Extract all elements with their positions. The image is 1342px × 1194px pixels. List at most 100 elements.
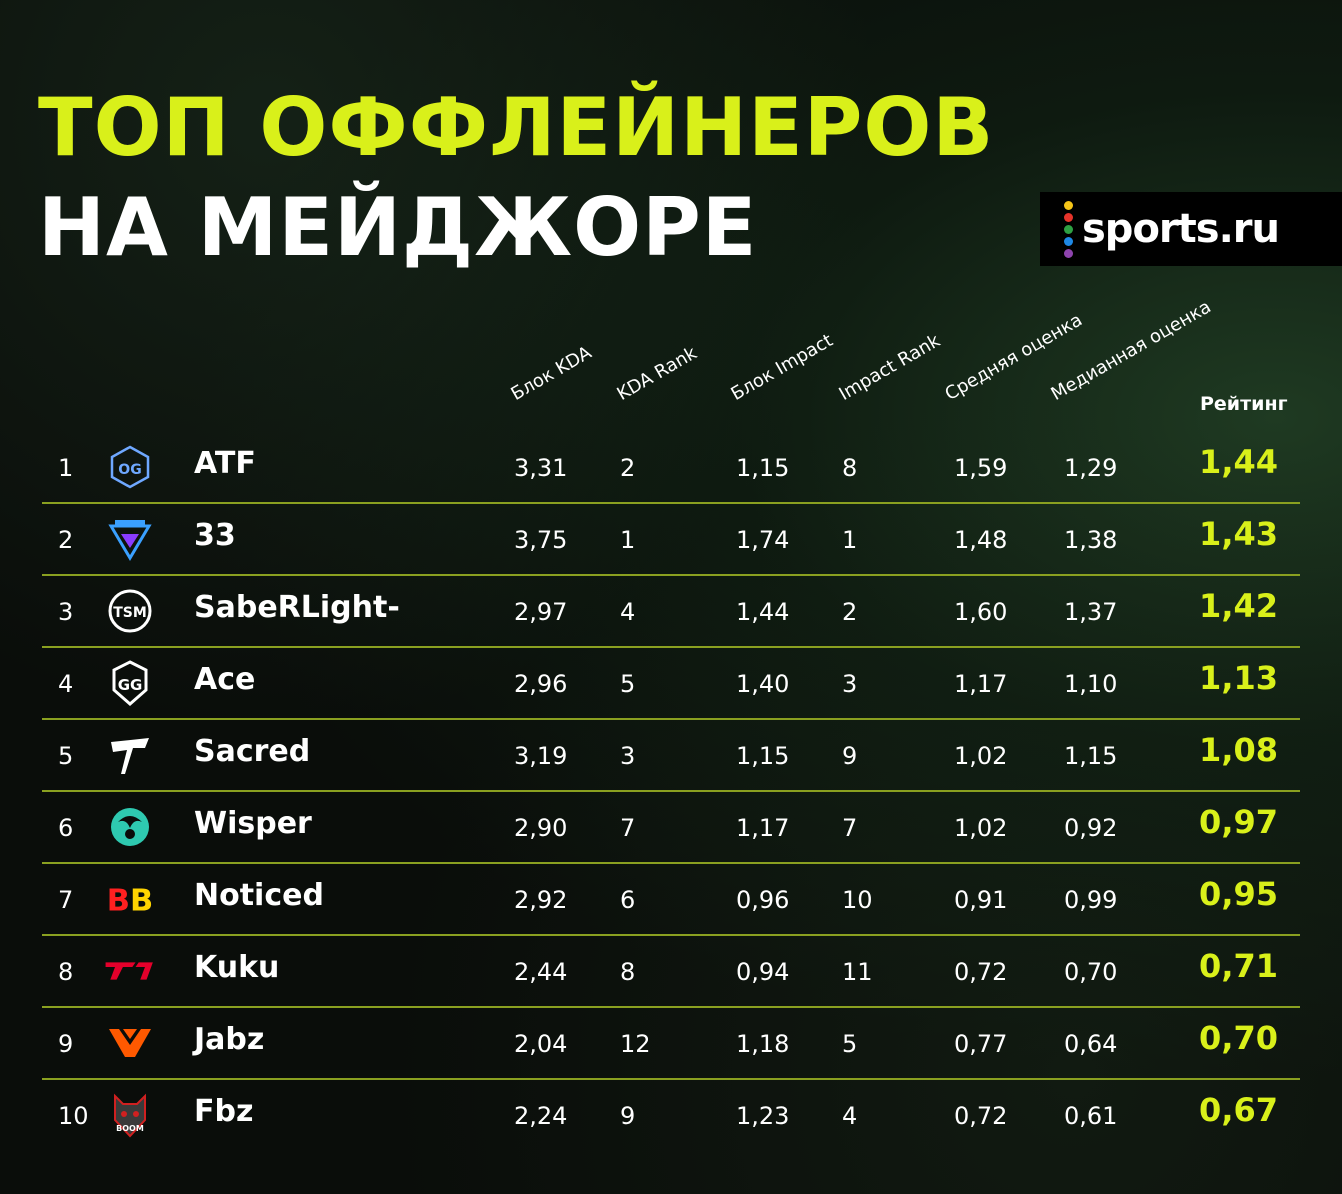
impact-block-value: 1,74 — [736, 526, 790, 554]
impact-rank-value: 7 — [842, 814, 858, 842]
table-row: 7 BB Noticed 2,92 6 0,96 10 0,91 0,99 0,… — [42, 864, 1300, 936]
player-name: Jabz — [194, 1022, 265, 1057]
player-name: Fbz — [194, 1094, 254, 1129]
player-name: 33 — [194, 518, 236, 553]
rating-value: 1,08 — [1199, 731, 1278, 769]
impact-rank-value: 8 — [842, 454, 858, 482]
rank-number: 9 — [58, 1030, 74, 1058]
kda-rank-value: 8 — [620, 958, 636, 986]
impact-block-value: 1,40 — [736, 670, 790, 698]
rank-number: 8 — [58, 958, 74, 986]
kda-block-value: 2,44 — [514, 958, 568, 986]
fnatic-logo-icon — [104, 1020, 156, 1066]
kda-rank-value: 2 — [620, 454, 636, 482]
median-score-value: 1,10 — [1064, 670, 1118, 698]
brand-dot — [1064, 212, 1073, 222]
table-row: 6 Wisper 2,90 7 1,17 7 1,02 0,92 0,97 — [42, 792, 1300, 864]
kda-block-value: 2,97 — [514, 598, 568, 626]
t1-logo-icon — [104, 948, 156, 994]
impact-block-value: 1,44 — [736, 598, 790, 626]
row-divider — [42, 862, 1300, 864]
betboom-logo-icon: BB — [104, 876, 156, 922]
median-score-value: 1,38 — [1064, 526, 1118, 554]
row-divider — [42, 1078, 1300, 1080]
title-line-1: ТОП ОФФЛЕЙНЕРОВ — [38, 81, 995, 174]
beastcoast-logo-icon — [104, 804, 156, 850]
kda-rank-value: 9 — [620, 1102, 636, 1130]
svg-text:OG: OG — [118, 462, 141, 478]
impact-block-value: 0,96 — [736, 886, 790, 914]
kda-block-value: 2,24 — [514, 1102, 568, 1130]
brand-dots-icon — [1064, 200, 1073, 258]
brand-name: sports.ru — [1082, 206, 1280, 252]
impact-rank-value: 2 — [842, 598, 858, 626]
impact-rank-value: 9 — [842, 742, 858, 770]
impact-block-value: 0,94 — [736, 958, 790, 986]
median-score-value: 0,61 — [1064, 1102, 1118, 1130]
average-score-value: 1,02 — [954, 742, 1008, 770]
rank-number: 4 — [58, 670, 74, 698]
impact-block-value: 1,15 — [736, 454, 790, 482]
impact-block-value: 1,23 — [736, 1102, 790, 1130]
median-score-value: 0,70 — [1064, 958, 1118, 986]
brand-dot — [1064, 200, 1073, 210]
column-header-impact-block: Блок Impact — [727, 329, 837, 405]
brand-dot — [1064, 224, 1073, 234]
median-score-value: 0,92 — [1064, 814, 1118, 842]
tsm-logo-icon: TSM — [104, 588, 156, 634]
kda-block-value: 3,31 — [514, 454, 568, 482]
column-header-kda-rank: KDA Rank — [613, 342, 701, 405]
row-divider — [42, 790, 1300, 792]
kda-rank-value: 4 — [620, 598, 636, 626]
row-divider — [42, 718, 1300, 720]
rating-value: 1,13 — [1199, 659, 1278, 697]
rating-value: 0,67 — [1199, 1091, 1278, 1129]
average-score-value: 1,02 — [954, 814, 1008, 842]
row-divider — [42, 646, 1300, 648]
impact-block-value: 1,15 — [736, 742, 790, 770]
median-score-value: 0,99 — [1064, 886, 1118, 914]
median-score-value: 1,37 — [1064, 598, 1118, 626]
kda-rank-value: 5 — [620, 670, 636, 698]
average-score-value: 1,48 — [954, 526, 1008, 554]
impact-rank-value: 1 — [842, 526, 858, 554]
title-line-2: НА МЕЙДЖОРЕ — [38, 181, 758, 274]
svg-text:GG: GG — [118, 676, 143, 694]
page-title: ТОП ОФФЛЕЙНЕРОВ НА МЕЙДЖОРЕ — [38, 78, 994, 278]
average-score-value: 0,91 — [954, 886, 1008, 914]
rank-number: 7 — [58, 886, 74, 914]
kda-rank-value: 6 — [620, 886, 636, 914]
column-header-kda-block: Блок KDA — [507, 342, 596, 405]
gladiators-logo-icon: GG — [104, 660, 156, 706]
rank-number: 2 — [58, 526, 74, 554]
impact-rank-value: 11 — [842, 958, 873, 986]
table-row: 10 BOOM Fbz 2,24 9 1,23 4 0,72 0,61 0,67 — [42, 1080, 1300, 1152]
player-name: SabeRLight- — [194, 590, 400, 625]
rank-number: 6 — [58, 814, 74, 842]
rating-value: 1,42 — [1199, 587, 1278, 625]
player-name: Noticed — [194, 878, 324, 913]
kda-block-value: 2,90 — [514, 814, 568, 842]
svg-text:TSM: TSM — [113, 605, 147, 621]
row-divider — [42, 1006, 1300, 1008]
player-name: Ace — [194, 662, 256, 697]
og-logo-icon: OG — [104, 444, 156, 490]
average-score-value: 1,60 — [954, 598, 1008, 626]
impact-rank-value: 4 — [842, 1102, 858, 1130]
table-row: 9 Jabz 2,04 12 1,18 5 0,77 0,64 0,70 — [42, 1008, 1300, 1080]
rating-value: 0,95 — [1199, 875, 1278, 913]
row-divider — [42, 574, 1300, 576]
kda-block-value: 2,92 — [514, 886, 568, 914]
median-score-value: 1,15 — [1064, 742, 1118, 770]
impact-block-value: 1,17 — [736, 814, 790, 842]
column-header-rating: Рейтинг — [1200, 393, 1288, 415]
brand-dot — [1064, 236, 1073, 246]
row-divider — [42, 934, 1300, 936]
player-name: Sacred — [194, 734, 311, 769]
rating-value: 0,97 — [1199, 803, 1278, 841]
rating-value: 1,43 — [1199, 515, 1278, 553]
rating-value: 0,71 — [1199, 947, 1278, 985]
median-score-value: 0,64 — [1064, 1030, 1118, 1058]
impact-rank-value: 5 — [842, 1030, 858, 1058]
rank-number: 1 — [58, 454, 74, 482]
